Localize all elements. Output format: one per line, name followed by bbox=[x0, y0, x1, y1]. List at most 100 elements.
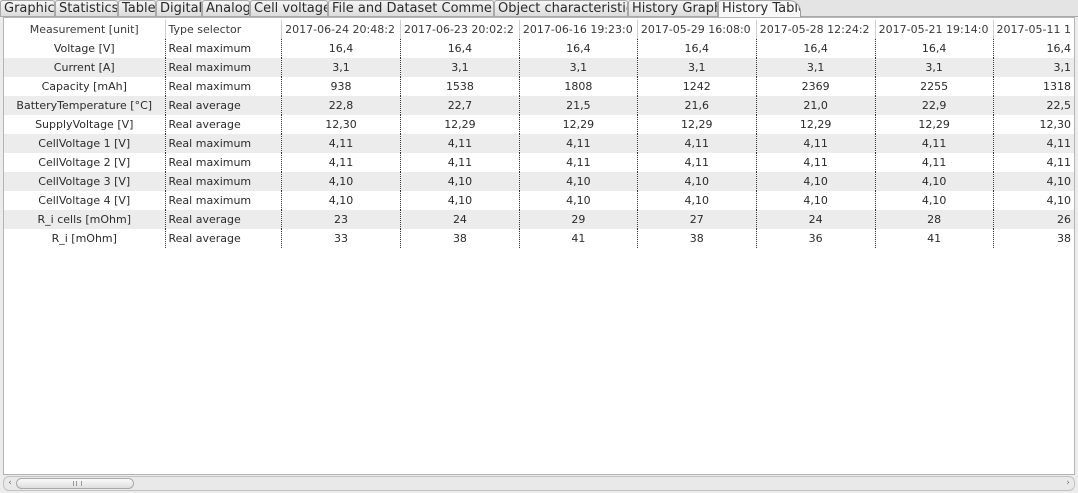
table-cell: Capacity [mAh] bbox=[4, 77, 166, 96]
tab-history-graph[interactable]: History Graph bbox=[628, 0, 718, 16]
tab-digital[interactable]: Digital bbox=[156, 0, 202, 16]
table-cell: 4,10 bbox=[281, 172, 401, 191]
table-row[interactable]: R_i [mOhm] Real average 33 38 41 38 36 41 38 bbox=[4, 229, 1074, 248]
table-row[interactable]: CellVoltage 3 [V] Real maximum 4,10 4,10 4,1… bbox=[4, 172, 1074, 191]
table-cell: CellVoltage 3 [V] bbox=[4, 172, 166, 191]
table-cell: R_i cells [mOhm] bbox=[4, 210, 166, 229]
table-cell: 4,10 bbox=[992, 191, 1074, 210]
tab-graphic[interactable]: Graphic bbox=[0, 0, 55, 16]
tab-cell-voltage[interactable]: Cell voltage bbox=[250, 0, 328, 16]
table-cell: 41 bbox=[874, 229, 994, 248]
table-body: Voltage [V] Real maximum 16,4 16,4 16,4 16,4 1… bbox=[4, 39, 1074, 248]
table-cell: 4,11 bbox=[518, 153, 638, 172]
table-cell: Real maximum bbox=[164, 39, 282, 58]
table-row[interactable]: CellVoltage 1 [V] Real maximum 4,11 4,11 4,1… bbox=[4, 134, 1074, 153]
table-cell: 4,10 bbox=[636, 191, 757, 210]
column-header[interactable]: 2017-05-29 16:08:0 bbox=[636, 20, 757, 39]
table-cell: 16,4 bbox=[992, 39, 1074, 58]
column-header[interactable]: 2017-06-16 19:23:0 bbox=[518, 20, 638, 39]
table-row[interactable]: Voltage [V] Real maximum 16,4 16,4 16,4 16,4 1… bbox=[4, 39, 1074, 58]
table-cell: 16,4 bbox=[400, 39, 520, 58]
table-cell: 12,29 bbox=[518, 115, 638, 134]
table-cell: 33 bbox=[281, 229, 401, 248]
table-cell: 26 bbox=[992, 210, 1074, 229]
column-header[interactable]: Measurement [unit] bbox=[29, 23, 139, 36]
table-cell: SupplyVoltage [V] bbox=[4, 115, 166, 134]
table-cell: 3,1 bbox=[281, 58, 401, 77]
table-cell: 12,30 bbox=[281, 115, 401, 134]
table-row[interactable]: CellVoltage 4 [V] Real maximum 4,10 4,10 4,1… bbox=[4, 191, 1074, 210]
table-cell: Real average bbox=[164, 210, 282, 229]
table-row[interactable]: R_i cells [mOhm] Real average 23 24 29 27 24 28… bbox=[4, 210, 1074, 229]
tab-table[interactable]: Table bbox=[118, 0, 156, 16]
table-cell: 4,11 bbox=[992, 153, 1074, 172]
table-cell: 16,4 bbox=[755, 39, 876, 58]
table-cell: Real average bbox=[164, 115, 282, 134]
table-cell: CellVoltage 2 [V] bbox=[4, 153, 166, 172]
table-cell: 16,4 bbox=[636, 39, 757, 58]
table-row[interactable]: BatteryTemperature [°C] Real average 22,8 2… bbox=[4, 96, 1074, 115]
table-cell: 4,11 bbox=[755, 153, 876, 172]
table-cell: CellVoltage 1 [V] bbox=[4, 134, 166, 153]
table-cell: 21,5 bbox=[518, 96, 638, 115]
tab-history-table[interactable]: History Table bbox=[718, 0, 801, 17]
table-cell: 3,1 bbox=[400, 58, 520, 77]
table-cell: Real average bbox=[164, 96, 282, 115]
table-cell: 2369 bbox=[755, 77, 876, 96]
table-cell: 41 bbox=[518, 229, 638, 248]
table-cell: 3,1 bbox=[874, 58, 994, 77]
table-cell: 22,8 bbox=[281, 96, 401, 115]
column-header[interactable]: 2017-05-28 12:24:2 bbox=[755, 20, 876, 39]
table-cell: 2255 bbox=[874, 77, 994, 96]
table-cell: 4,11 bbox=[992, 134, 1074, 153]
column-header[interactable]: 2017-06-23 20:02:2 bbox=[400, 20, 520, 39]
tab-object-characteristic[interactable]: Object characteristic bbox=[494, 0, 628, 16]
table-cell: 29 bbox=[518, 210, 638, 229]
table-row[interactable]: CellVoltage 2 [V] Real maximum 4,11 4,11 4,1… bbox=[4, 153, 1074, 172]
history-table: Measurement [unit] Type selector 2017-06-2… bbox=[4, 20, 1074, 248]
table-cell: 1538 bbox=[400, 77, 520, 96]
table-cell: CellVoltage 4 [V] bbox=[4, 191, 166, 210]
table-cell: 4,10 bbox=[755, 191, 876, 210]
tab-file-and-dataset-comment[interactable]: File and Dataset Comment bbox=[328, 0, 494, 16]
scroll-left-icon[interactable]: ‹ bbox=[8, 478, 12, 488]
table-cell: 4,11 bbox=[400, 153, 520, 172]
tab-analog[interactable]: Analog bbox=[202, 0, 250, 16]
table-cell: 3,1 bbox=[755, 58, 876, 77]
table-cell: 36 bbox=[755, 229, 876, 248]
table-cell: 24 bbox=[400, 210, 520, 229]
table-cell: 3,1 bbox=[992, 58, 1074, 77]
table-row[interactable]: Capacity [mAh] Real maximum 938 1538 1808 124… bbox=[4, 77, 1074, 96]
table-cell: 4,11 bbox=[636, 153, 757, 172]
table-cell: 3,1 bbox=[518, 58, 638, 77]
table-cell: Real maximum bbox=[164, 77, 282, 96]
column-header[interactable]: Type selector bbox=[164, 20, 282, 39]
table-cell: 3,1 bbox=[636, 58, 757, 77]
table-cell: 4,10 bbox=[281, 191, 401, 210]
table-cell: 4,11 bbox=[518, 134, 638, 153]
table-cell: 4,10 bbox=[755, 172, 876, 191]
tab-statistics[interactable]: Statistics bbox=[55, 0, 118, 16]
table-cell: 38 bbox=[992, 229, 1074, 248]
table-cell: R_i [mOhm] bbox=[4, 229, 166, 248]
table-cell: 938 bbox=[281, 77, 401, 96]
table-cell: 22,7 bbox=[400, 96, 520, 115]
table-cell: 23 bbox=[281, 210, 401, 229]
column-header[interactable]: 2017-06-24 20:48:2 bbox=[281, 20, 401, 39]
table-cell: 4,10 bbox=[874, 172, 994, 191]
horizontal-scrollbar[interactable]: ‹ › bbox=[3, 476, 1075, 491]
table-row[interactable]: Current [A] Real maximum 3,1 3,1 3,1 3,1 3,1 3,… bbox=[4, 58, 1074, 77]
table-cell: 4,11 bbox=[281, 153, 401, 172]
table-cell: 22,9 bbox=[874, 96, 994, 115]
scrollbar-thumb[interactable] bbox=[16, 478, 134, 489]
table-row[interactable]: SupplyVoltage [V] Real average 12,30 12,29 1… bbox=[4, 115, 1074, 134]
scroll-right-icon[interactable]: › bbox=[1066, 478, 1070, 488]
column-header[interactable]: 2017-05-21 19:14:0 bbox=[874, 20, 994, 39]
table-cell: Real maximum bbox=[164, 58, 282, 77]
table-cell: BatteryTemperature [°C] bbox=[4, 96, 166, 115]
column-header[interactable]: 2017-05-11 1 bbox=[992, 20, 1074, 39]
table-cell: 16,4 bbox=[874, 39, 994, 58]
table-cell: 12,30 bbox=[992, 115, 1074, 134]
table-cell: 4,10 bbox=[518, 191, 638, 210]
table-cell: 4,11 bbox=[874, 153, 994, 172]
